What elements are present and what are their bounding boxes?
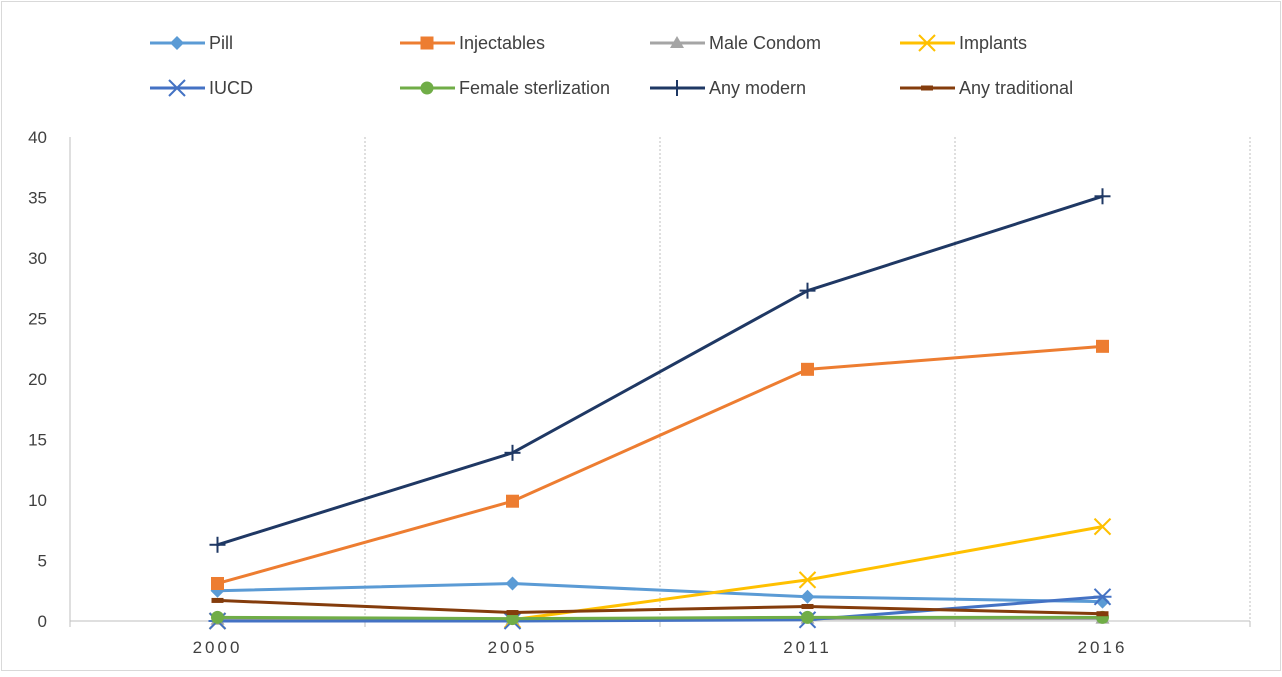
x-tick-label: 2016 xyxy=(1078,638,1128,657)
legend-item-male-condom: Male Condom xyxy=(650,33,821,53)
legend: Pill Injectables Male Condom Implants IUCD Fe… xyxy=(150,33,1073,98)
series-line xyxy=(216,598,1104,616)
x-tick-label: 2005 xyxy=(488,638,538,657)
legend-marker xyxy=(170,36,184,50)
y-tick-label: 10 xyxy=(28,491,47,510)
series-line xyxy=(216,344,1104,585)
data-point xyxy=(1093,517,1112,536)
legend-label: IUCD xyxy=(209,78,253,98)
y-tick-label: 30 xyxy=(28,249,47,268)
data-point xyxy=(504,444,521,461)
y-tick-label: 35 xyxy=(28,189,47,208)
data-point xyxy=(506,612,519,626)
x-tick-label: 2011 xyxy=(783,638,832,657)
data-point xyxy=(506,610,519,616)
data-point xyxy=(798,571,817,589)
legend-marker xyxy=(420,81,434,95)
y-tick-label: 0 xyxy=(38,612,47,631)
legend-item-any-traditional: Any traditional xyxy=(900,78,1073,98)
series-line xyxy=(216,194,1104,547)
legend-marker xyxy=(921,85,933,91)
data-point xyxy=(505,576,520,591)
data-point xyxy=(801,362,814,376)
y-tick-label: 25 xyxy=(28,310,47,329)
x-tick-label: 2000 xyxy=(193,638,243,657)
data-point xyxy=(209,536,226,553)
legend-item-implants: Implants xyxy=(900,33,1027,53)
data-point xyxy=(1096,611,1109,617)
legend-marker xyxy=(670,36,684,48)
data-point xyxy=(801,603,814,609)
legend-item-pill: Pill xyxy=(150,33,233,53)
legend-label: Implants xyxy=(959,33,1027,53)
data-point xyxy=(799,282,816,299)
grid-lines xyxy=(69,137,1251,621)
y-tick-label: 5 xyxy=(38,552,47,571)
legend-label: Any traditional xyxy=(959,78,1073,98)
series-injectables xyxy=(211,339,1109,590)
legend-marker xyxy=(669,80,685,96)
legend-label: Pill xyxy=(209,33,233,53)
legend-marker xyxy=(918,34,936,52)
series-any-modern xyxy=(209,188,1111,553)
legend-item-injectables: Injectables xyxy=(400,33,545,53)
data-point xyxy=(1093,588,1112,606)
legend-marker xyxy=(168,79,186,97)
legend-label: Any modern xyxy=(709,78,806,98)
legend-label: Female sterlization xyxy=(459,78,610,98)
series-line xyxy=(216,581,1104,604)
y-tick-label: 40 xyxy=(28,128,47,147)
series-line xyxy=(216,595,1104,623)
series-any-traditional xyxy=(211,597,1109,617)
legend-item-female-sterlization: Female sterlization xyxy=(400,78,610,98)
legend-label: Male Condom xyxy=(709,33,821,53)
data-point xyxy=(211,610,224,624)
data-point xyxy=(800,589,815,604)
legend-item-iucd: IUCD xyxy=(150,78,253,98)
data-point xyxy=(801,610,814,624)
data-point xyxy=(1096,339,1109,353)
legend-marker xyxy=(420,36,434,50)
data-point xyxy=(211,576,224,590)
data-point xyxy=(211,597,224,603)
legend-item-any-modern: Any modern xyxy=(650,78,806,98)
data-point xyxy=(1094,188,1111,205)
series-group xyxy=(208,188,1112,630)
series-line xyxy=(216,615,1104,621)
data-point xyxy=(506,494,519,508)
y-tick-label: 15 xyxy=(28,431,47,450)
y-tick-label: 20 xyxy=(28,370,47,389)
legend-label: Injectables xyxy=(459,33,545,53)
